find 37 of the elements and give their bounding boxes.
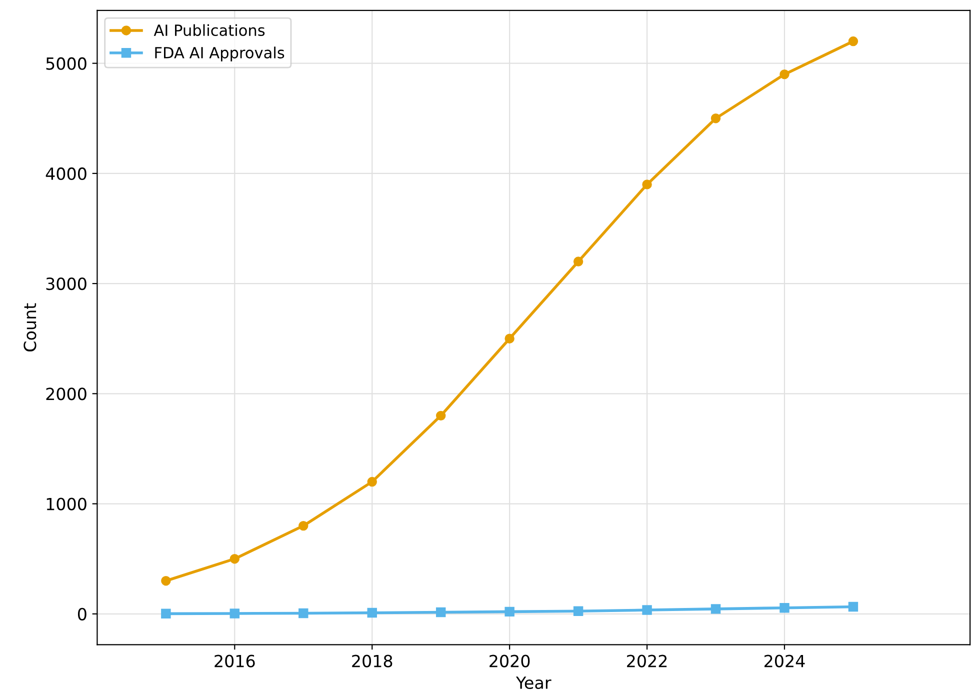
point — [848, 36, 858, 46]
y-tick-label: 2000 — [46, 388, 86, 400]
point — [504, 606, 514, 617]
y-tick-label: 3000 — [46, 278, 86, 290]
point — [642, 605, 652, 615]
point — [710, 604, 721, 614]
x-tick-label: 2022 — [627, 654, 667, 668]
y-tick-label: 1000 — [46, 498, 86, 510]
y-tick-label: 4000 — [46, 167, 86, 180]
x-tick-label: 2016 — [214, 654, 255, 668]
point — [436, 607, 446, 618]
point — [230, 554, 240, 564]
point — [367, 476, 377, 487]
point — [436, 410, 446, 421]
legend-label: AI Publications — [154, 24, 265, 36]
point — [161, 576, 171, 586]
y-tick-label: 5000 — [46, 57, 86, 70]
x-tick-label: 2020 — [490, 654, 530, 668]
point — [780, 602, 790, 613]
x-axis-title: Year — [516, 676, 552, 690]
point — [848, 602, 858, 612]
point — [573, 606, 584, 616]
point — [642, 180, 652, 190]
point — [161, 608, 171, 619]
point — [367, 608, 377, 618]
x-tick-label: 2018 — [352, 654, 392, 668]
y-axis-title: Count — [24, 303, 36, 352]
x-tick-label: 2024 — [764, 654, 805, 668]
point — [230, 608, 240, 618]
point — [298, 608, 308, 618]
y-tick-label: 0 — [78, 608, 86, 620]
point — [780, 69, 790, 80]
point — [573, 256, 584, 266]
legend-label: FDA AI Approvals — [155, 46, 284, 62]
point — [504, 334, 514, 344]
point — [710, 114, 721, 124]
point — [298, 520, 308, 531]
